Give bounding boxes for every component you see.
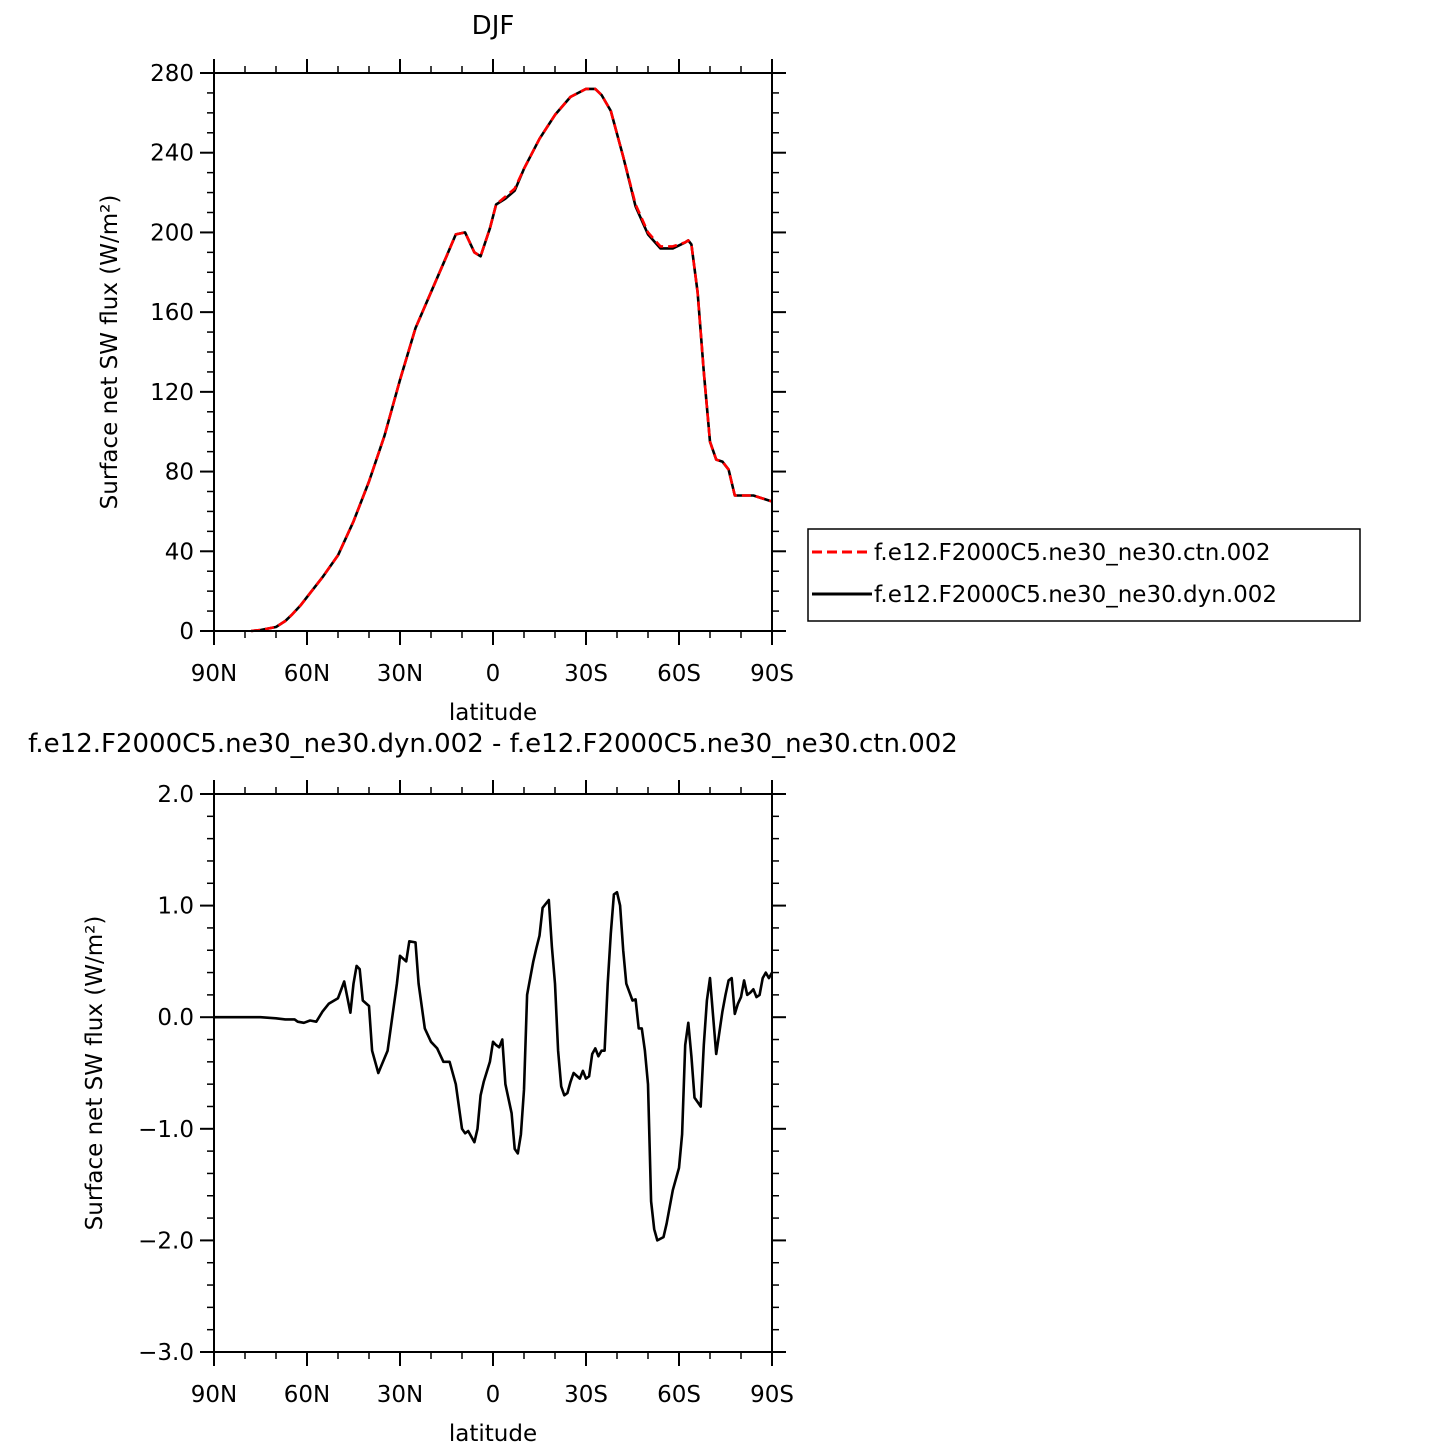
top-chart-title: DJF <box>472 11 515 41</box>
top-plot-frame <box>213 72 773 632</box>
top-y-tick-label: 80 <box>165 460 194 486</box>
top-y-tick-label: 120 <box>150 380 194 406</box>
bottom-y-axis: −3.0 −2.0 −1.0 0.0 1.0 2.0 <box>138 782 786 1366</box>
top-y-tick-label: 40 <box>165 539 194 565</box>
bottom-x-axis: 90N 60N 30N 0 30S 60S 90S <box>191 780 794 1408</box>
top-x-axis: 90N 60N 30N 0 30S 60S 90S <box>191 59 794 687</box>
bottom-x-tick-label: 90S <box>750 1382 794 1408</box>
top-plot-area <box>251 87 773 633</box>
top-y-tick-label: 0 <box>179 619 194 645</box>
bottom-x-tick-label: 90N <box>191 1382 237 1408</box>
bottom-y-tick-label: −1.0 <box>138 1117 194 1143</box>
top-x-tick-label: 60N <box>284 661 330 687</box>
top-x-tick-label: 90N <box>191 661 237 687</box>
bottom-chart-title: f.e12.F2000C5.ne30_ne30.dyn.002 - f.e12.… <box>28 729 958 759</box>
bottom-x-tick-label: 60S <box>657 1382 701 1408</box>
bottom-y-tick-label: 1.0 <box>157 894 194 920</box>
legend-label-dyn: f.e12.F2000C5.ne30_ne30.dyn.002 <box>874 582 1277 608</box>
top-x-tick-label: 60S <box>657 661 701 687</box>
bottom-x-tick-label: 60N <box>284 1382 330 1408</box>
top-panel: DJF 0 40 80 120 160 200 240 280 90N 60N 30N 0 30S 60… <box>97 11 1361 726</box>
top-x-axis-label: latitude <box>449 700 537 726</box>
bottom-plot-area <box>214 890 774 1242</box>
bottom-series-line <box>214 890 774 1242</box>
legend-label-ctn: f.e12.F2000C5.ne30_ne30.ctn.002 <box>874 540 1270 566</box>
bottom-plot-frame <box>213 793 773 1353</box>
bottom-x-tick-label: 0 <box>486 1382 501 1408</box>
legend: f.e12.F2000C5.ne30_ne30.ctn.002 f.e12.F2… <box>807 528 1361 622</box>
bottom-y-tick-label: −2.0 <box>138 1228 194 1254</box>
top-y-tick-label: 280 <box>150 61 194 87</box>
top-series-line <box>251 87 773 633</box>
legend-box <box>807 528 1361 622</box>
top-x-tick-label: 30N <box>377 661 423 687</box>
bottom-y-tick-label: 2.0 <box>157 782 194 808</box>
top-y-tick-label: 200 <box>150 220 194 246</box>
bottom-x-tick-label: 30N <box>377 1382 423 1408</box>
top-y-axis: 0 40 80 120 160 200 240 280 <box>150 61 786 645</box>
bottom-y-axis-label: Surface net SW flux (W/m²) <box>82 916 108 1231</box>
top-x-tick-label: 30S <box>564 661 608 687</box>
bottom-y-tick-label: 0.0 <box>157 1005 194 1031</box>
top-series-line <box>251 87 773 633</box>
bottom-x-axis-label: latitude <box>449 1421 537 1447</box>
bottom-y-tick-label: −3.0 <box>138 1340 194 1366</box>
top-y-tick-label: 160 <box>150 300 194 326</box>
top-x-tick-label: 0 <box>486 661 501 687</box>
bottom-x-tick-label: 30S <box>564 1382 608 1408</box>
top-x-tick-label: 90S <box>750 661 794 687</box>
bottom-panel: f.e12.F2000C5.ne30_ne30.dyn.002 - f.e12.… <box>28 729 958 1447</box>
top-y-axis-label: Surface net SW flux (W/m²) <box>97 195 123 510</box>
top-y-tick-label: 240 <box>150 141 194 167</box>
